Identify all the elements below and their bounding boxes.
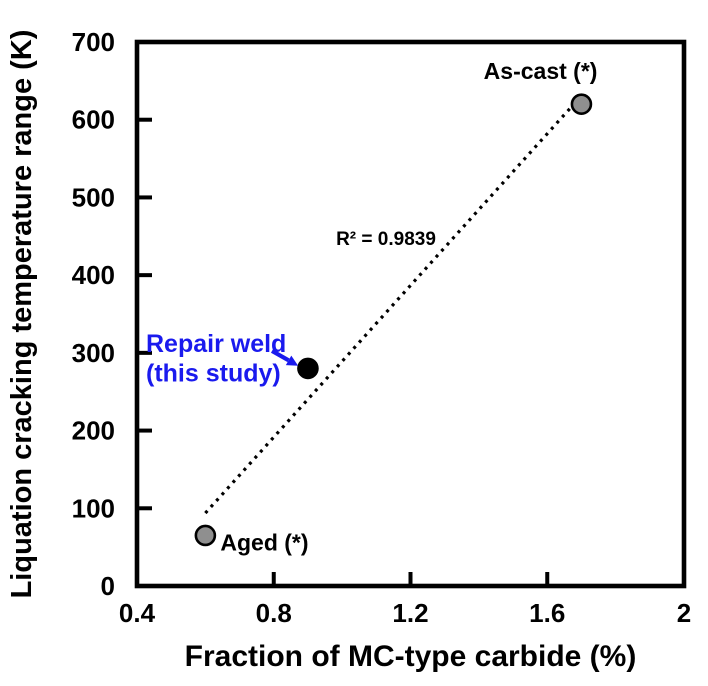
y-tick-label-3: 300	[72, 338, 115, 368]
x-tick-label-4: 2	[677, 598, 691, 628]
annotation-line1: Repair weld	[146, 330, 286, 358]
x-tick-label-3: 1.6	[529, 598, 565, 628]
x-axis-title: Fraction of MC-type carbide (%)	[185, 640, 637, 673]
y-tick-label-7: 700	[72, 27, 115, 57]
r-squared-label: R² = 0.9839	[336, 229, 436, 250]
y-tick-label-2: 200	[72, 416, 115, 446]
x-tick-label-1: 0.8	[256, 598, 292, 628]
data-point-label-as-cast: As-cast (*)	[484, 58, 598, 84]
plot-border	[134, 39, 687, 589]
y-tick-label-0: 0	[101, 571, 115, 601]
y-tick-label-5: 500	[72, 182, 115, 212]
y-tick-label-6: 600	[72, 105, 115, 135]
annotation-arrow-shaft	[270, 349, 290, 363]
trendline	[204, 97, 581, 515]
data-point-aged	[194, 524, 217, 547]
annotation-arrow-head	[285, 355, 299, 366]
y-tick-label-1: 100	[72, 493, 115, 523]
y-tick-label-4: 400	[72, 260, 115, 290]
data-point-as-cast	[570, 93, 593, 115]
x-tick-label-2: 1.2	[392, 598, 428, 628]
x-tick-label-0: 0.4	[119, 598, 156, 628]
data-point-repair-weld	[297, 357, 319, 380]
y-axis-title: Liquation cracking temperature range (K)	[6, 30, 38, 599]
data-point-label-aged: Aged (*)	[220, 529, 308, 555]
annotation-line2: (this study)	[146, 359, 281, 387]
